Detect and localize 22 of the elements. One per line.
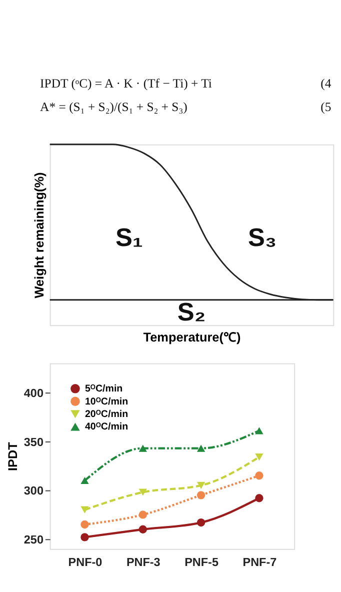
text: (5 — [320, 100, 332, 114]
y-axis-title: IPDT — [6, 442, 20, 472]
x-tick-label: PNF-7 — [242, 556, 277, 570]
annotation: S₁ — [115, 224, 143, 252]
text: A* = (S₁ + S₂)/(S₁ + S₂ + S₃) — [40, 100, 188, 114]
y-tick-label: 250 — [24, 534, 44, 547]
legend-label: 5ᴼC/min — [85, 384, 123, 395]
legend-label: 10ᴼC/min — [85, 396, 128, 408]
x-tick-label: PNF-0 — [68, 556, 103, 570]
x-tick-label: PNF-5 — [184, 556, 219, 570]
x-tick-label: PNF-3 — [126, 556, 161, 570]
text: (4 — [320, 76, 332, 91]
annotation: S₂ — [177, 298, 206, 326]
y-axis-title: Weight remaining(%) — [32, 172, 46, 298]
text: IPDT (ᵒC) = A · K · (Tf − Ti) + Ti — [40, 76, 212, 91]
x-axis-title: Temperature(℃) — [143, 330, 241, 344]
y-tick-label: 300 — [24, 484, 44, 498]
y-tick-label: 400 — [24, 386, 44, 400]
legend-label: 40ᴼC/min — [85, 422, 128, 433]
y-tick-label: 350 — [24, 436, 44, 449]
legend-label: 20ᴼC/min — [85, 409, 128, 420]
annotation: S₃ — [248, 224, 277, 252]
